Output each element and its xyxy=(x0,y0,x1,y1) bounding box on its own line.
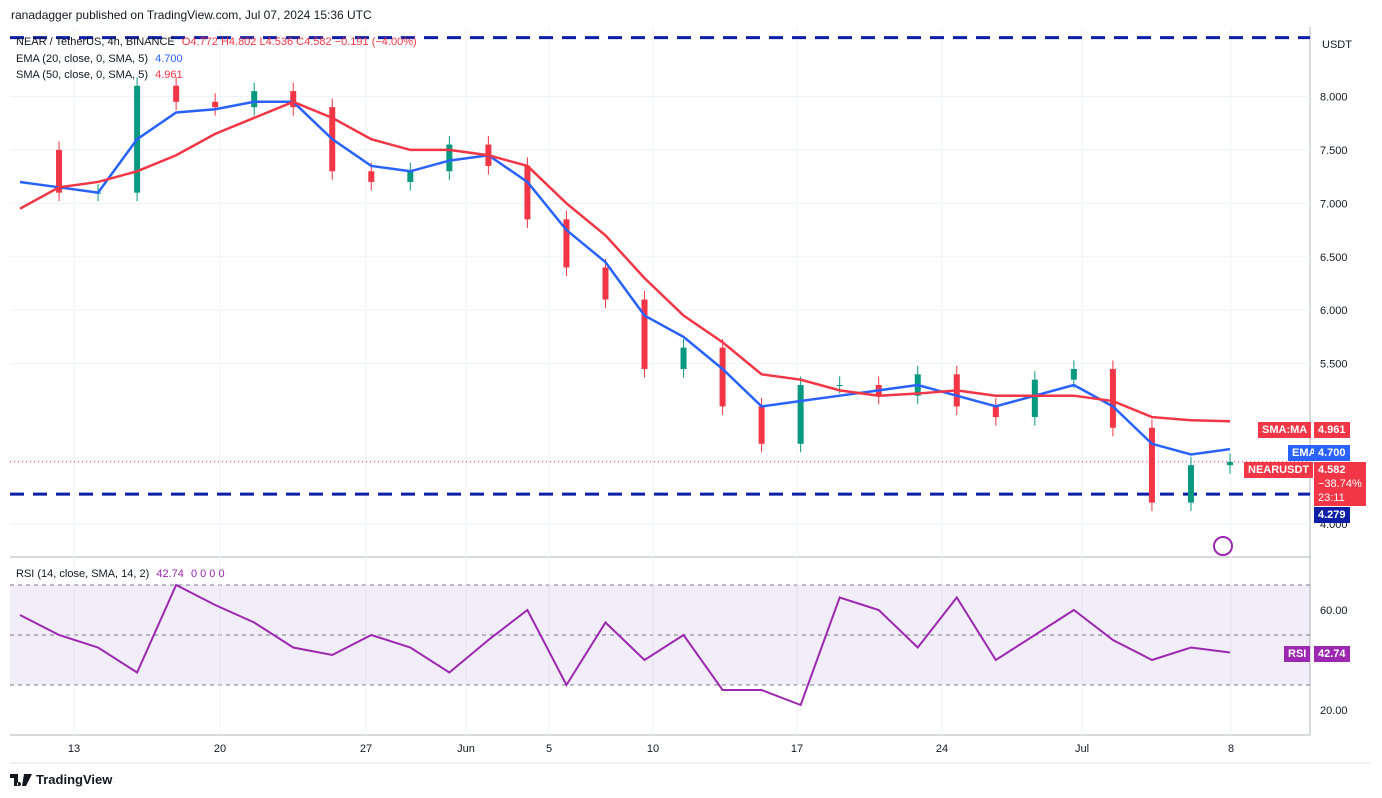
price-tick-label: 5.500 xyxy=(1320,359,1348,371)
brand-name: TradingView xyxy=(36,772,113,787)
time-tick-label: 13 xyxy=(68,743,80,755)
change-pct: −38.74% xyxy=(1318,478,1362,490)
price-tick-label: 6.500 xyxy=(1320,252,1348,264)
candle-body xyxy=(173,85,180,102)
candle-body xyxy=(719,347,726,407)
legend-symbol: NEAR / TetherUS, 4h, BINANCE O4.772 H4.8… xyxy=(16,36,417,48)
ema-price-badge: 4.700 xyxy=(1314,445,1350,461)
rsi-tick-label: 20.00 xyxy=(1320,705,1348,717)
ema-label: EMA (20, close, 0, SMA, 5) xyxy=(16,53,149,65)
legend-sma[interactable]: SMA (50, close, 0, SMA, 5) 4.961 xyxy=(16,69,183,81)
candle-body xyxy=(290,91,297,108)
symbol-label: NEAR / TetherUS, 4h, BINANCE xyxy=(16,36,175,48)
time-tick-label: 20 xyxy=(214,743,226,755)
rsi-value-badge: 42.74 xyxy=(1314,646,1350,662)
ema-line xyxy=(19,100,1231,456)
price-badge: 4.582 −38.74% 23:11 xyxy=(1314,462,1366,506)
rsi-label: RSI (14, close, SMA, 14, 2) xyxy=(16,568,150,580)
bar-timer: 23:11 xyxy=(1318,492,1345,504)
time-tick-label: Jun xyxy=(457,743,475,755)
last-price: 4.582 xyxy=(1318,464,1346,476)
rsi-extra: 0 0 0 0 xyxy=(190,568,225,580)
candle-body xyxy=(368,171,375,182)
price-tick-label: 8.000 xyxy=(1320,91,1348,103)
candle-body xyxy=(446,144,453,172)
sma-value: 4.961 xyxy=(155,69,183,81)
price-tick-label: 7.000 xyxy=(1320,198,1348,210)
time-tick-label: 17 xyxy=(791,743,803,755)
sma-label: SMA (50, close, 0, SMA, 5) xyxy=(16,69,149,81)
time-tick-label: Jul xyxy=(1075,743,1089,755)
ema-tag-badge: EMA xyxy=(1288,445,1321,461)
lightning-icon[interactable] xyxy=(1213,536,1233,556)
rsi-line xyxy=(19,583,1231,707)
candle-body xyxy=(251,91,258,108)
sma-tag-badge: SMA:MA xyxy=(1258,422,1312,438)
candle-body xyxy=(797,385,804,444)
legend-rsi[interactable]: RSI (14, close, SMA, 14, 2) 42.74 0 0 0 … xyxy=(16,568,225,580)
time-tick-label: 10 xyxy=(647,743,659,755)
candle-body xyxy=(992,406,999,418)
legend-ema[interactable]: EMA (20, close, 0, SMA, 5) 4.700 xyxy=(16,53,183,65)
candle-body xyxy=(602,267,609,300)
price-tick-label: 6.000 xyxy=(1320,305,1348,317)
rsi-band xyxy=(10,585,1310,685)
symbol-tag-badge: NEARUSDT xyxy=(1244,462,1314,478)
price-tick-label: 7.500 xyxy=(1320,145,1348,157)
sma-price-badge: 4.961 xyxy=(1314,422,1350,438)
ema-value: 4.700 xyxy=(155,53,183,65)
candle-body xyxy=(407,171,414,182)
candle-body xyxy=(836,385,843,387)
rsi-tag-badge: RSI xyxy=(1284,646,1311,662)
candle-body xyxy=(1187,465,1194,503)
sma-line xyxy=(19,100,1231,423)
candle-body xyxy=(641,299,648,369)
time-tick-label: 27 xyxy=(360,743,372,755)
candle-body xyxy=(563,219,570,268)
candle-body xyxy=(758,406,765,444)
time-tick-label: 8 xyxy=(1228,743,1234,755)
currency-label: USDT xyxy=(1322,39,1352,51)
series-lines xyxy=(10,36,1310,707)
support-badge: 4.279 xyxy=(1314,507,1350,523)
publish-header: ranadagger published on TradingView.com,… xyxy=(11,8,372,22)
candle-body xyxy=(524,165,531,220)
candle-body xyxy=(1031,379,1038,418)
candle-body xyxy=(680,347,687,369)
tradingview-logo[interactable]: TradingView xyxy=(10,772,112,787)
time-tick-label: 24 xyxy=(936,743,948,755)
ohlc-values: O4.772 H4.802 L4.536 C4.582 −0.191 (−4.0… xyxy=(181,36,417,48)
tradingview-logo-icon xyxy=(10,773,32,786)
candle-body xyxy=(1227,461,1233,466)
time-tick-label: 5 xyxy=(546,743,552,755)
candle-body xyxy=(1148,427,1155,503)
candle-body xyxy=(1109,368,1116,428)
candle-body xyxy=(212,101,219,108)
candle-body xyxy=(56,149,63,193)
rsi-value: 42.74 xyxy=(156,568,184,580)
rsi-tick-label: 60.00 xyxy=(1320,605,1348,617)
candle-body xyxy=(1070,368,1077,380)
